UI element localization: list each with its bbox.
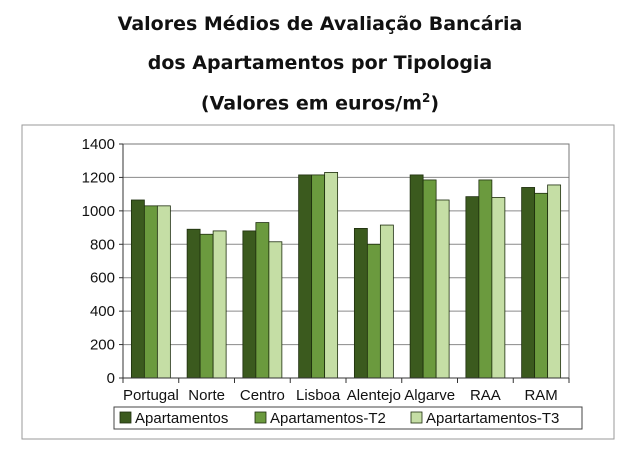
bar-centro-series-1 xyxy=(242,230,257,379)
bar-algarve-series-2 xyxy=(422,179,437,379)
bar-norte-series-1 xyxy=(186,228,201,379)
legend-label-series-2: Apartamentos-T2 xyxy=(270,410,386,427)
bar-lisboa-series-3 xyxy=(324,172,339,379)
legend-label-series-3: Apartartamentos-T3 xyxy=(426,410,559,427)
bar-algarve-series-3 xyxy=(435,199,450,379)
y-tick-label: 1200 xyxy=(82,169,115,186)
legend-label-series-1: Apartamentos xyxy=(135,410,228,427)
x-tick-label: RAA xyxy=(470,387,501,404)
chart-title-line-1: Valores Médios de Avaliação Bancária xyxy=(117,13,523,35)
y-tick-label: 0 xyxy=(107,370,115,387)
bar-lisboa-series-1 xyxy=(298,174,313,379)
bar-ram-series-1 xyxy=(521,187,536,379)
bar-alentejo-series-2 xyxy=(366,243,381,379)
bar-ram-series-2 xyxy=(534,192,549,379)
x-tick-label: Alentejo xyxy=(347,387,401,404)
bar-algarve-series-1 xyxy=(409,174,424,379)
bar-centro-series-2 xyxy=(255,222,270,379)
bar-norte-series-3 xyxy=(212,230,227,379)
x-tick-label: Lisboa xyxy=(296,387,341,404)
bar-portugal-series-2 xyxy=(143,205,158,379)
bar-lisboa-series-2 xyxy=(311,174,326,379)
chart-area-frame xyxy=(21,124,615,440)
x-tick-label: Norte xyxy=(188,387,225,404)
y-tick-label: 1400 xyxy=(82,136,115,153)
legend: Apartamentos Apartamentos-T2 Apartartament… xyxy=(113,406,583,430)
bar-portugal-series-3 xyxy=(156,205,171,379)
x-tick-label: Portugal xyxy=(123,387,179,404)
x-tick-label: Centro xyxy=(240,387,285,404)
x-axis: Portugal Norte Centro Lisboa Alentejo Algarve… xyxy=(122,377,570,404)
y-axis: 0 200 400 600 800 1000 1200 1400 xyxy=(82,136,124,387)
bar-portugal-series-1 xyxy=(130,199,145,379)
bar-raa-series-3 xyxy=(491,197,506,379)
bar-ram-series-3 xyxy=(547,184,562,379)
x-tick-label: RAM xyxy=(524,387,557,404)
legend-swatch-series-3 xyxy=(410,411,423,424)
y-tick-label: 1000 xyxy=(82,203,115,220)
chart-title-line-2: dos Apartamentos por Tipologia xyxy=(147,52,493,74)
bar-raa-series-2 xyxy=(478,179,493,379)
bar-alentejo-series-3 xyxy=(379,224,394,379)
chart-title-superscript: 2 xyxy=(422,91,431,105)
legend-box xyxy=(113,406,583,430)
bar-norte-series-2 xyxy=(199,233,214,379)
chart-title-line-3-prefix: (Valores em euros/m xyxy=(200,92,423,115)
y-tick-label: 800 xyxy=(90,236,115,253)
x-tick-label: Algarve xyxy=(404,387,455,404)
legend-swatch-series-1 xyxy=(119,411,132,424)
bar-centro-series-3 xyxy=(268,241,283,379)
y-tick-label: 200 xyxy=(90,337,115,354)
y-tick-label: 600 xyxy=(90,270,115,287)
y-tick-label: 400 xyxy=(90,303,115,320)
chart-title-line-3-suffix: ) xyxy=(430,92,440,115)
bars-group xyxy=(130,172,562,379)
bar-alentejo-series-1 xyxy=(353,228,368,379)
chart-title-line-3: (Valores em euros/m2) xyxy=(0,91,640,114)
bar-raa-series-1 xyxy=(465,196,480,379)
legend-swatch-series-2 xyxy=(254,411,267,424)
